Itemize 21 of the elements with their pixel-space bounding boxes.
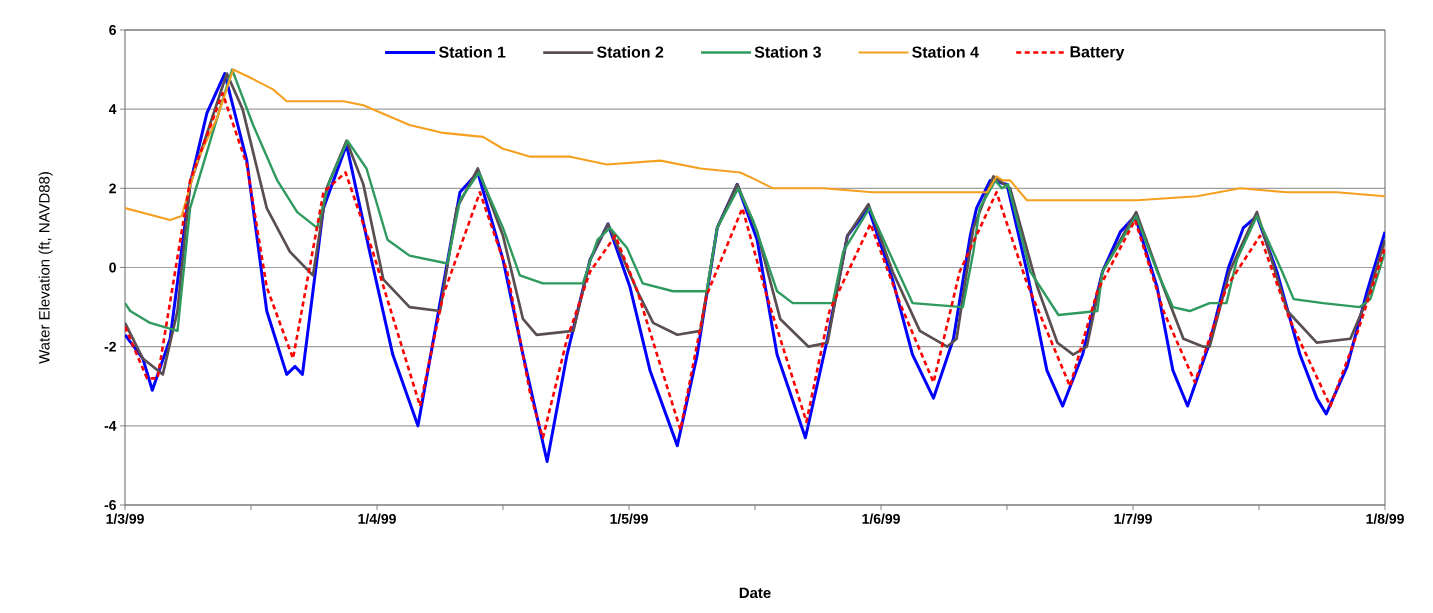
- x-tick-label: 1/5/99: [610, 513, 648, 524]
- y-tick-label: 0: [109, 262, 116, 273]
- x-tick-label: 1/3/99: [106, 513, 144, 524]
- line-series: [125, 68, 1385, 333]
- x-tick-label: 1/7/99: [1114, 513, 1152, 524]
- x-axis-title: Date: [739, 587, 771, 599]
- y-tick-label: 4: [108, 104, 117, 114]
- legend-label: Station 4: [912, 46, 979, 58]
- y-tick-label: -6: [104, 500, 116, 510]
- y-tick-label: -2: [104, 341, 116, 352]
- legend-label: Station 1: [439, 46, 506, 58]
- legend-label: Station 2: [596, 46, 664, 58]
- y-tick-label: 6: [109, 25, 116, 35]
- legend-label: Battery: [1070, 46, 1125, 61]
- x-tick-label: 1/6/99: [862, 513, 900, 524]
- y-tick-label: 2: [109, 183, 116, 194]
- y-tick-label: -4: [104, 421, 117, 431]
- legend-label: Station 3: [754, 46, 821, 58]
- x-tick-label: 1/4/99: [358, 513, 396, 524]
- y-axis-title: Water Elevation (ft, NAVD88): [38, 172, 53, 364]
- x-tick-label: 1/8/99: [1366, 513, 1404, 524]
